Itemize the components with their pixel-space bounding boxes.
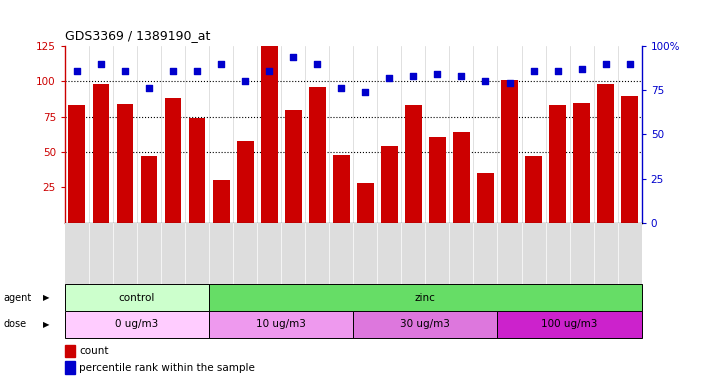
Point <box>528 68 539 74</box>
Bar <box>357 183 373 223</box>
Point <box>191 68 203 74</box>
Bar <box>597 84 614 223</box>
Point <box>167 68 179 74</box>
Bar <box>209 284 642 311</box>
Bar <box>453 132 470 223</box>
Bar <box>501 80 518 223</box>
Bar <box>164 98 182 223</box>
Bar <box>261 46 278 223</box>
Text: ▶: ▶ <box>43 293 50 302</box>
Bar <box>65 311 209 338</box>
Bar <box>117 104 133 223</box>
Point <box>239 78 251 84</box>
Bar <box>429 137 446 223</box>
Point <box>95 61 107 67</box>
Bar <box>405 106 422 223</box>
Point <box>576 66 588 72</box>
Point <box>504 80 516 86</box>
Text: zinc: zinc <box>415 293 435 303</box>
Bar <box>65 345 75 357</box>
Text: dose: dose <box>4 319 27 329</box>
Point <box>407 73 419 79</box>
Bar <box>333 155 350 223</box>
Point <box>360 89 371 95</box>
Text: 10 ug/m3: 10 ug/m3 <box>256 319 306 329</box>
Point <box>384 75 395 81</box>
Point <box>456 73 467 79</box>
Text: ▶: ▶ <box>43 320 50 329</box>
Bar <box>573 103 590 223</box>
Bar <box>477 173 494 223</box>
Bar <box>68 106 85 223</box>
Text: 30 ug/m3: 30 ug/m3 <box>400 319 451 329</box>
Point <box>335 85 347 91</box>
Text: GDS3369 / 1389190_at: GDS3369 / 1389190_at <box>65 29 211 42</box>
Point <box>311 61 323 67</box>
Point <box>119 68 131 74</box>
Point <box>432 71 443 78</box>
Text: control: control <box>119 293 155 303</box>
Bar <box>92 84 110 223</box>
Text: percentile rank within the sample: percentile rank within the sample <box>79 362 255 373</box>
Bar <box>549 106 566 223</box>
Bar <box>213 180 229 223</box>
Text: 0 ug/m3: 0 ug/m3 <box>115 319 159 329</box>
Point <box>288 54 299 60</box>
Point <box>600 61 611 67</box>
Bar <box>189 118 205 223</box>
Text: count: count <box>79 346 109 356</box>
Bar <box>285 110 301 223</box>
Point <box>552 68 563 74</box>
Bar <box>622 96 638 223</box>
Bar <box>353 311 497 338</box>
Point <box>143 85 155 91</box>
Text: 100 ug/m3: 100 ug/m3 <box>541 319 598 329</box>
Point <box>624 61 635 67</box>
Bar <box>381 146 398 223</box>
Bar <box>236 141 254 223</box>
Bar <box>65 361 75 374</box>
Point <box>479 78 491 84</box>
Bar <box>141 156 157 223</box>
Bar <box>309 87 326 223</box>
Point <box>71 68 83 74</box>
Bar <box>497 311 642 338</box>
Point <box>263 68 275 74</box>
Bar <box>65 284 209 311</box>
Point <box>216 61 227 67</box>
Text: agent: agent <box>4 293 32 303</box>
Bar <box>525 156 542 223</box>
Bar <box>209 311 353 338</box>
